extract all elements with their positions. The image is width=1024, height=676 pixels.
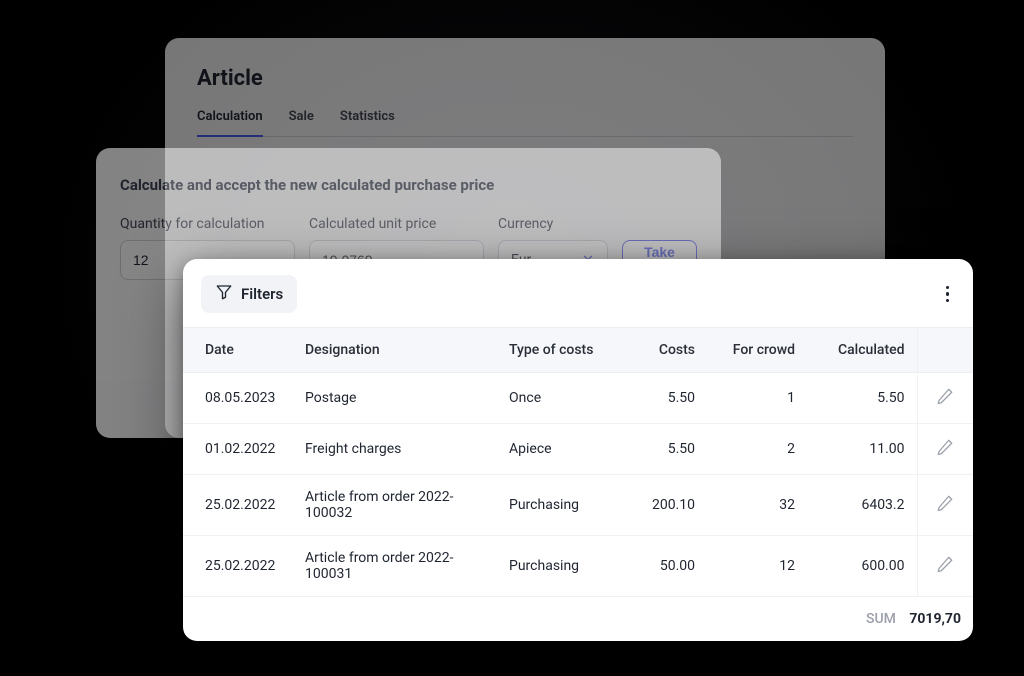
- filters-button[interactable]: Filters: [201, 275, 297, 313]
- quantity-label: Quantity for calculation: [120, 216, 295, 232]
- cell-type: Apiece: [497, 424, 617, 475]
- dots-icon: [946, 286, 950, 290]
- cell-date: 01.02.2022: [183, 424, 293, 475]
- tab-sale[interactable]: Sale: [289, 109, 314, 136]
- cell-date: 25.02.2022: [183, 536, 293, 597]
- page-title: Article: [197, 66, 853, 91]
- sum-value: 7019,70: [909, 611, 961, 627]
- costs-table-card: Filters Date Designation Type of costs C…: [183, 259, 973, 641]
- cell-designation: Freight charges: [293, 424, 497, 475]
- sum-label: SUM: [866, 611, 896, 627]
- cell-crowd: 32: [707, 475, 807, 536]
- table-row: 01.02.2022Freight chargesApiece5.50211.0…: [183, 424, 973, 475]
- more-options-button[interactable]: [942, 282, 954, 307]
- cell-costs: 5.50: [617, 424, 707, 475]
- cell-costs: 5.50: [617, 373, 707, 424]
- edit-icon[interactable]: [936, 494, 954, 512]
- cell-type: Purchasing: [497, 475, 617, 536]
- col-calculated: Calculated: [807, 328, 917, 373]
- calculation-title: Calculate and accept the new calculated …: [120, 176, 697, 194]
- filter-icon: [215, 283, 233, 305]
- cell-calculated: 600.00: [807, 536, 917, 597]
- col-date: Date: [183, 328, 293, 373]
- cell-date: 08.05.2023: [183, 373, 293, 424]
- cell-costs: 200.10: [617, 475, 707, 536]
- cell-designation: Postage: [293, 373, 497, 424]
- cell-costs: 50.00: [617, 536, 707, 597]
- table-row: 25.02.2022Article from order 2022-100032…: [183, 475, 973, 536]
- filters-label: Filters: [241, 285, 283, 303]
- cell-crowd: 12: [707, 536, 807, 597]
- col-designation: Designation: [293, 328, 497, 373]
- currency-label: Currency: [498, 216, 608, 232]
- cell-calculated: 6403.2: [807, 475, 917, 536]
- col-costs: Costs: [617, 328, 707, 373]
- table-row: 25.02.2022Article from order 2022-100031…: [183, 536, 973, 597]
- edit-icon[interactable]: [936, 555, 954, 573]
- tabs: Calculation Sale Statistics: [197, 109, 853, 137]
- cell-crowd: 1: [707, 373, 807, 424]
- edit-icon[interactable]: [936, 387, 954, 405]
- cell-crowd: 2: [707, 424, 807, 475]
- cell-designation: Article from order 2022-100031: [293, 536, 497, 597]
- cell-designation: Article from order 2022-100032: [293, 475, 497, 536]
- edit-icon[interactable]: [936, 438, 954, 456]
- cell-calculated: 5.50: [807, 373, 917, 424]
- unit-price-label: Calculated unit price: [309, 216, 484, 232]
- table-row: 08.05.2023PostageOnce5.5015.50: [183, 373, 973, 424]
- tab-statistics[interactable]: Statistics: [340, 109, 395, 136]
- col-edit: [917, 328, 973, 373]
- col-type: Type of costs: [497, 328, 617, 373]
- cell-type: Purchasing: [497, 536, 617, 597]
- tab-calculation[interactable]: Calculation: [197, 109, 263, 136]
- costs-table: Date Designation Type of costs Costs For…: [183, 327, 973, 641]
- cell-calculated: 11.00: [807, 424, 917, 475]
- cell-date: 25.02.2022: [183, 475, 293, 536]
- col-crowd: For crowd: [707, 328, 807, 373]
- cell-type: Once: [497, 373, 617, 424]
